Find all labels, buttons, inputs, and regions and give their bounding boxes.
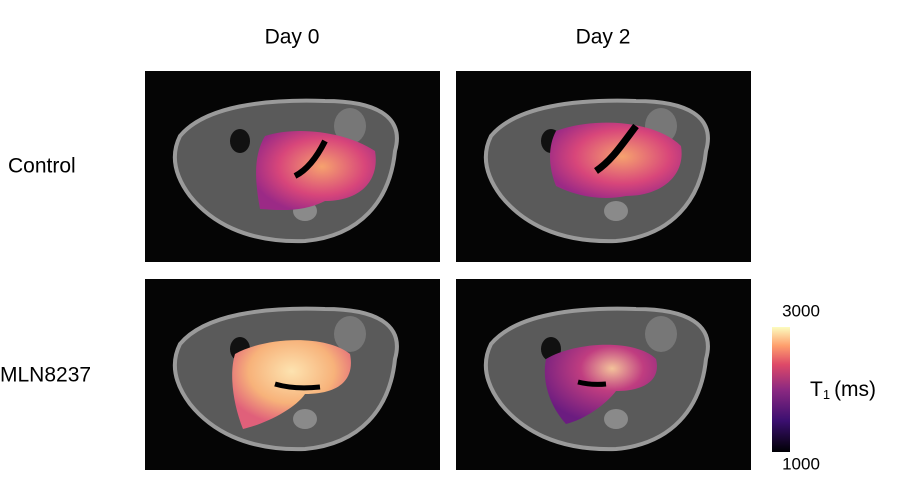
row-label: MLN8237: [0, 364, 91, 387]
column-label: Day 2: [576, 26, 631, 49]
column-label: Day 0: [265, 26, 320, 49]
colorbar-label: T1 (ms): [810, 378, 876, 403]
colorbar-tick-label: 3000: [782, 301, 820, 320]
row-label: Control: [8, 155, 76, 178]
colorbar-label-subscript: 1: [823, 387, 830, 402]
colorbar: [772, 327, 790, 452]
panel-mln8237-day0: [143, 277, 442, 472]
colorbar-label-unit: (ms): [834, 378, 876, 401]
colorbar-label-main: T: [810, 378, 823, 401]
panel-control-day2: [454, 69, 753, 264]
panel-mln8237-day2: [454, 277, 753, 472]
colorbar-tick-label: 1000: [782, 454, 820, 473]
panel-control-day0: [143, 69, 442, 264]
